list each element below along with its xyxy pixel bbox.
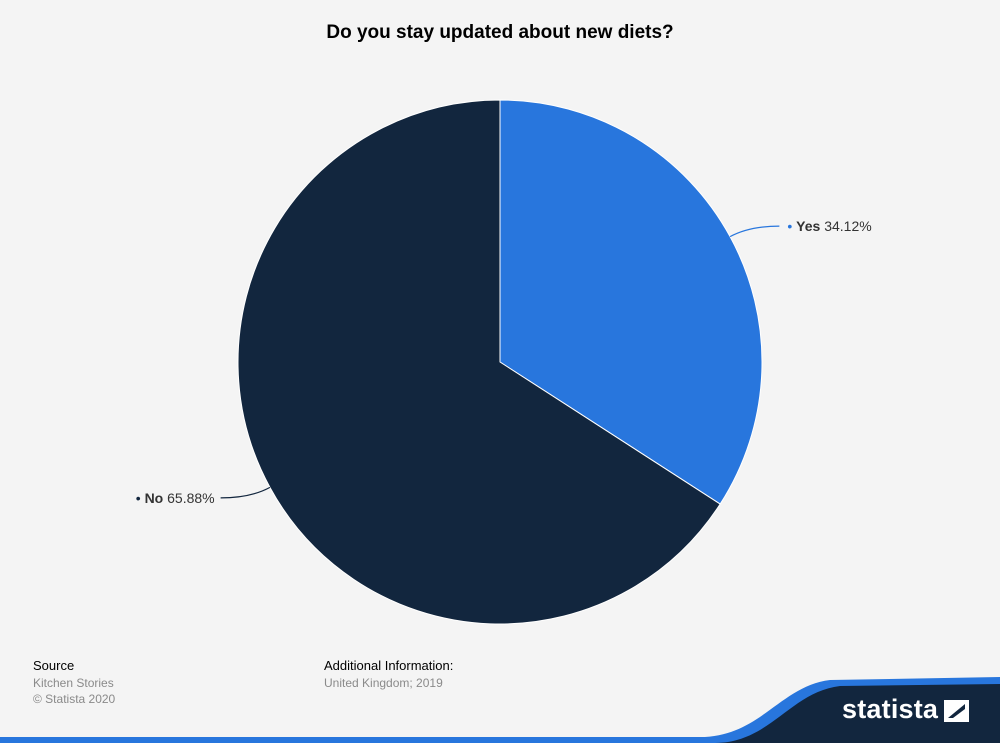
leader-line-no	[220, 486, 271, 499]
source-name: Kitchen Stories	[33, 676, 114, 690]
additional-info-text: United Kingdom; 2019	[324, 676, 443, 690]
leader-line-yes	[729, 225, 780, 238]
chart-title: Do you stay updated about new diets?	[326, 22, 674, 43]
statista-logo-icon	[944, 700, 969, 722]
data-label-yes: • Yes 34.12%	[787, 218, 871, 234]
source-heading: Source	[33, 658, 75, 673]
pie-slice-no[interactable]	[237, 99, 721, 625]
data-label-no: • No 65.88%	[136, 490, 215, 506]
copyright-text: © Statista 2020	[33, 692, 116, 706]
statista-logo[interactable]: statista	[842, 694, 939, 724]
additional-info-heading: Additional Information:	[324, 658, 454, 673]
